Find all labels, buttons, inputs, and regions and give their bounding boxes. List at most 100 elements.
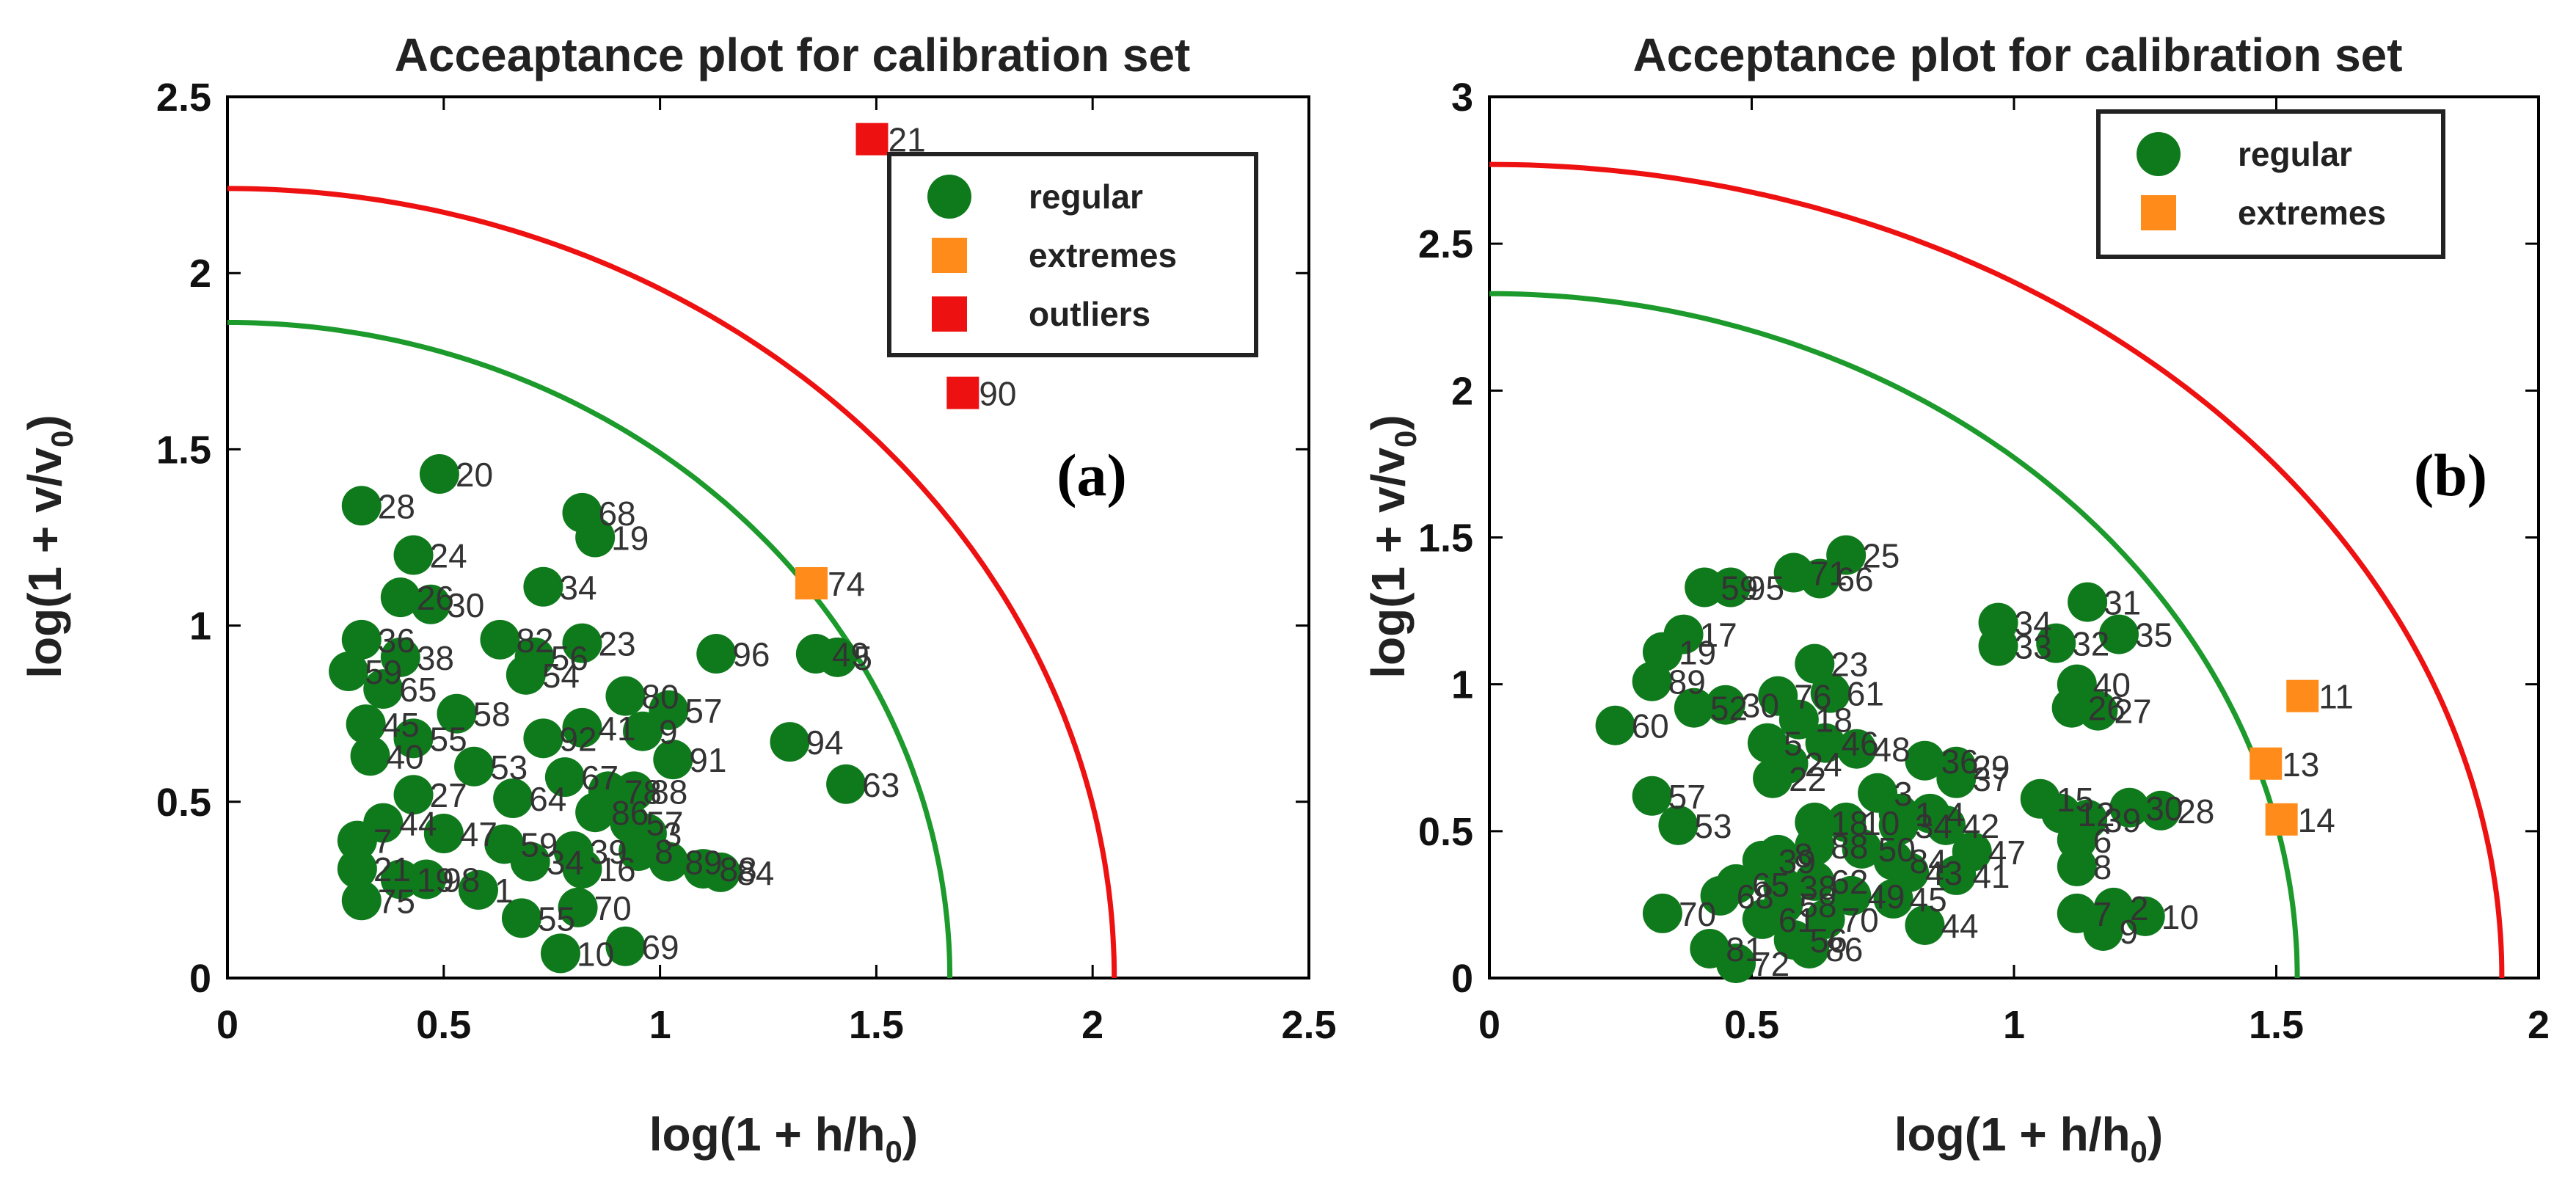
regular-point (544, 757, 585, 798)
point-label: 33 (2015, 628, 2052, 666)
regular-point (2036, 623, 2076, 663)
regular-point (1936, 855, 1977, 895)
point-label: 86 (611, 794, 649, 832)
legend-marker-regular (2137, 132, 2181, 176)
regular-point (562, 707, 602, 748)
legend-marker-extremes (2141, 195, 2176, 230)
regular-point (1836, 729, 1877, 769)
x-tick-label: 0.5 (416, 1003, 471, 1047)
point-label: 82 (516, 621, 553, 660)
outlier-limit-curve (227, 186, 1117, 979)
regular-point (614, 771, 654, 811)
regular-point (575, 517, 616, 558)
point-label: 29 (1972, 748, 2010, 787)
regular-point (1632, 776, 1672, 816)
y-tick-label: 0.5 (1418, 810, 1473, 854)
regular-point (2083, 911, 2123, 951)
x-tick-label: 2 (1081, 1003, 1103, 1047)
point-label: 34 (547, 843, 584, 881)
point-label: 70 (594, 889, 632, 927)
regular-point (380, 577, 420, 618)
point-label: 95 (1747, 569, 1784, 608)
x-tick-label: 1.5 (849, 1003, 904, 1047)
extremes-point (795, 566, 828, 599)
regular-point (329, 652, 369, 692)
regular-point (1658, 805, 1699, 845)
point-label: 41 (1972, 857, 2010, 895)
legend-box (2096, 109, 2445, 259)
y-axis-label: log(1 + v/v0) (1362, 415, 1423, 678)
regular-point (1674, 687, 1714, 728)
point-label: 39 (2104, 801, 2141, 839)
point-label: 9 (2120, 913, 2139, 951)
point-label: 28 (378, 487, 415, 525)
point-label: 65 (399, 671, 437, 709)
regular-point (653, 740, 693, 780)
point-label: 58 (472, 696, 510, 734)
point-label: 53 (1694, 807, 1732, 845)
regular-point (1905, 905, 1945, 945)
point-label: 5 (1784, 725, 1803, 763)
point-label: 27 (2114, 693, 2151, 731)
point-label: 66 (1836, 561, 1873, 599)
y-tick-label: 2 (1451, 369, 1473, 413)
point-label: 23 (598, 625, 635, 663)
point-label: 96 (732, 635, 770, 674)
regular-point (2099, 614, 2139, 654)
point-label: 63 (862, 766, 900, 804)
point-label: 18 (1831, 804, 1868, 842)
regular-limit-curve (227, 320, 953, 979)
regular-point (1805, 723, 1845, 763)
point-label: 72 (1752, 945, 1789, 983)
point-label: 38 (417, 639, 454, 677)
regular-point (501, 898, 541, 938)
point-label: 46 (1842, 725, 1879, 763)
regular-point (540, 933, 580, 974)
y-tick-label: 1.5 (1418, 517, 1473, 561)
regular-point (480, 619, 520, 660)
point-label: 69 (641, 928, 679, 966)
regular-point (1795, 825, 1835, 866)
point-label: 53 (490, 748, 528, 787)
regular-point (419, 454, 459, 495)
point-label: 71 (1810, 555, 1847, 593)
point-label: 88 (720, 850, 757, 889)
point-label: 94 (806, 723, 843, 762)
point-label: 24 (430, 537, 467, 575)
regular-point (1978, 626, 2018, 666)
point-label: 17 (1700, 616, 1737, 654)
y-tick-label: 0 (189, 957, 211, 1001)
point-label: 68 (1737, 878, 1774, 916)
regular-point (506, 654, 546, 695)
point-label: 57 (685, 692, 722, 730)
regular-point (523, 566, 563, 607)
regular-point (1700, 875, 1740, 916)
regular-point (1789, 928, 1830, 968)
point-label: 7 (2093, 895, 2112, 933)
regular-limit-curve (1489, 291, 2300, 979)
point-label: 65 (1752, 866, 1789, 904)
point-label: 47 (1988, 833, 2026, 872)
regular-point (423, 814, 464, 854)
point-label: 47 (460, 815, 497, 853)
point-label: 55 (430, 720, 467, 758)
point-label: 18 (1815, 701, 1853, 740)
legend-label-regular: regular (2238, 135, 2352, 173)
point-label: 27 (430, 776, 467, 814)
point-label: 88 (650, 773, 687, 811)
point-label: 89 (1668, 663, 1706, 701)
point-label: 90 (979, 375, 1016, 413)
point-label: 49 (1867, 878, 1905, 916)
point-label: 44 (1941, 907, 1978, 945)
point-label: 38 (1799, 869, 1836, 907)
legend-label-regular: regular (1029, 178, 1143, 216)
point-label: 59 (520, 825, 558, 864)
point-label: 34 (2015, 605, 2052, 643)
point-label: 45 (382, 706, 420, 744)
point-label: 35 (2135, 616, 2172, 654)
point-label: 61 (1847, 675, 1884, 713)
legend-label-outliers: outliers (1029, 295, 1150, 333)
y-axis-label-subscript: 0 (1388, 431, 1423, 448)
point-label: 44 (399, 805, 437, 843)
